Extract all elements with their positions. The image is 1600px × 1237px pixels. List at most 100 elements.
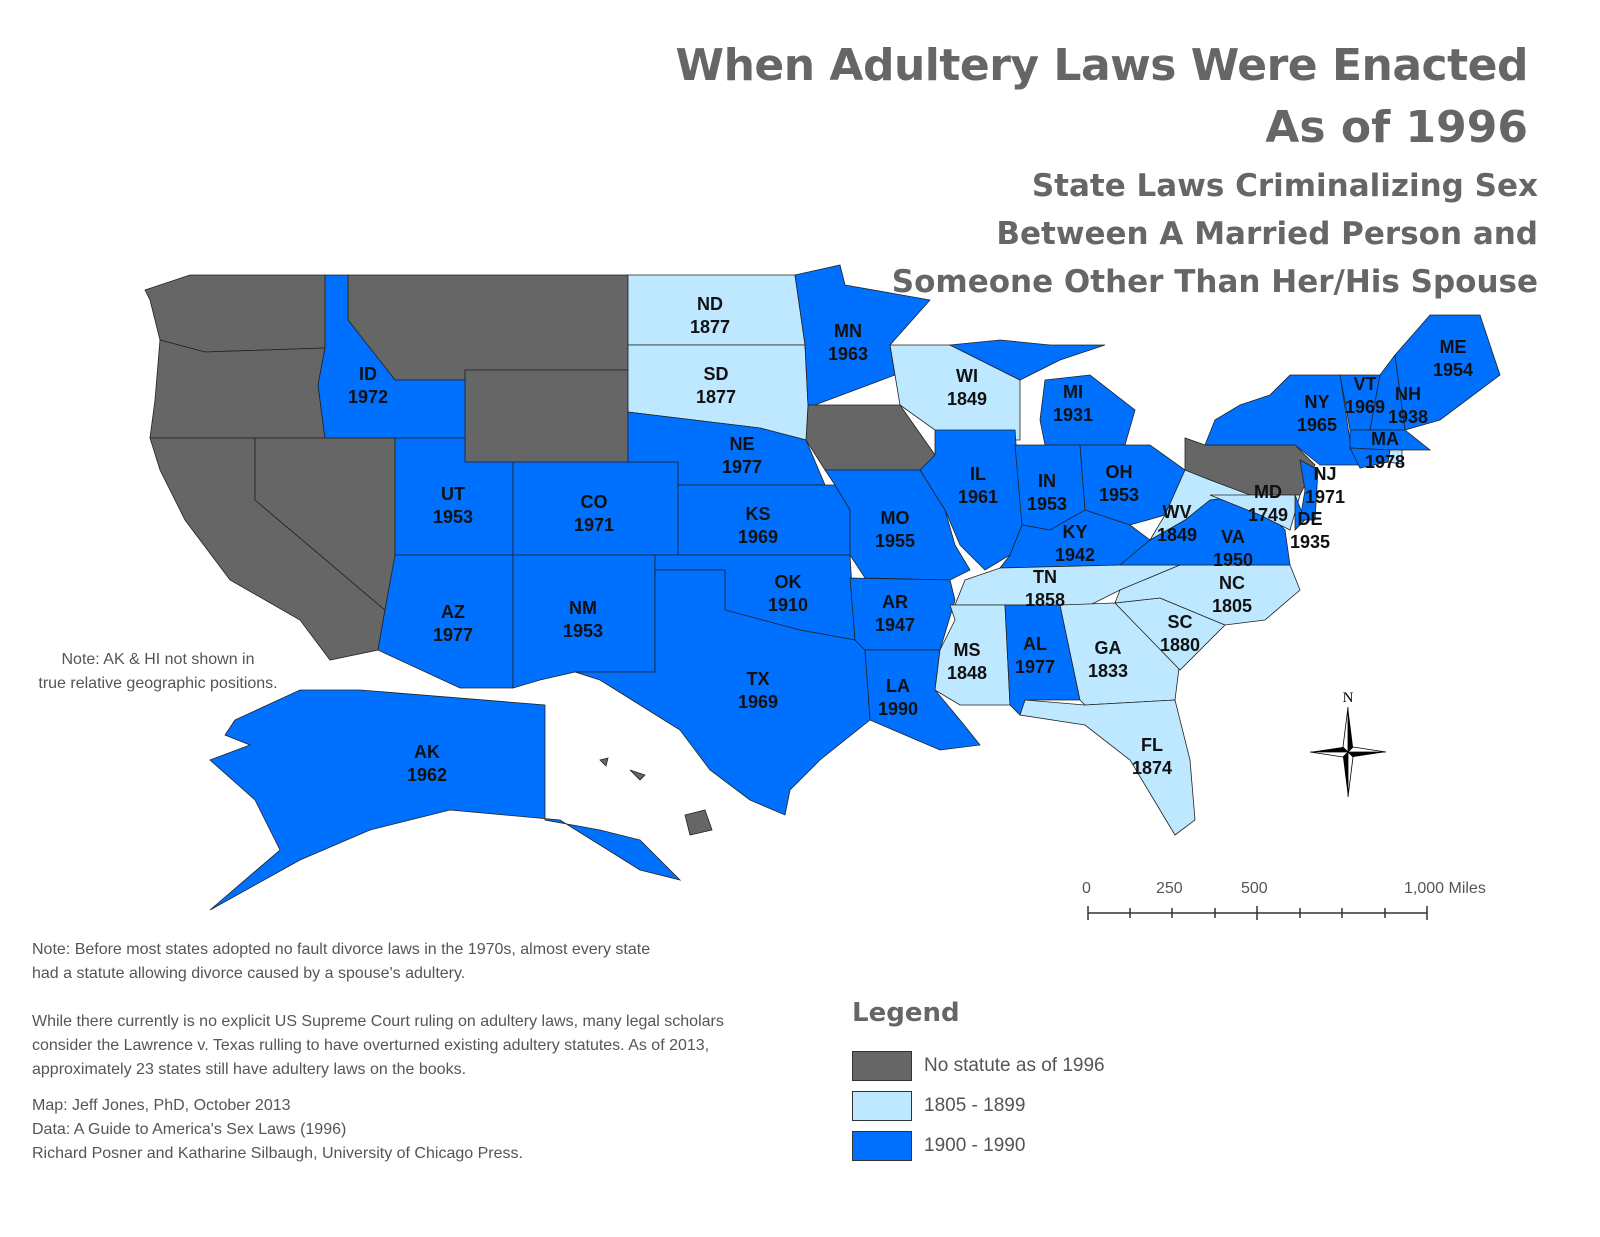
akhi-note: Note: AK & HI not shown in true relative… bbox=[18, 648, 298, 696]
state-code: AR bbox=[882, 592, 908, 612]
legend-item-none: No statute as of 1996 bbox=[852, 1046, 1105, 1086]
scale-bar bbox=[1087, 906, 1428, 920]
state-me bbox=[1394, 314, 1501, 431]
state-code: OK bbox=[775, 572, 802, 592]
state-code: MA bbox=[1371, 429, 1399, 449]
state-code: VT bbox=[1353, 374, 1376, 394]
state-year: 1877 bbox=[690, 317, 730, 337]
legend-swatch bbox=[852, 1091, 912, 1121]
state-year: 1972 bbox=[348, 387, 388, 407]
state-code: WV bbox=[1163, 502, 1192, 522]
subtitle-line: Someone Other Than Her/His Spouse bbox=[891, 264, 1538, 300]
state-label-ky: KY 1942 bbox=[1055, 522, 1095, 565]
map-title-line2: As of 1996 bbox=[1265, 102, 1528, 153]
map-subtitle: State Laws Criminalizing Sex Between A M… bbox=[892, 162, 1538, 306]
state-code: LA bbox=[886, 676, 910, 696]
state-ak bbox=[209, 689, 682, 911]
state-mi bbox=[948, 339, 1106, 381]
state-label-sd: SD 1877 bbox=[696, 364, 736, 407]
state-year: 1969 bbox=[1345, 397, 1385, 417]
state-year: 1910 bbox=[768, 595, 808, 615]
note-line: While there currently is no explicit US … bbox=[32, 1013, 724, 1030]
subtitle-line: State Laws Criminalizing Sex bbox=[1031, 168, 1538, 204]
state-label-wi: WI 1849 bbox=[947, 366, 987, 409]
state-year: 1874 bbox=[1132, 758, 1172, 778]
state-code: ME bbox=[1440, 337, 1467, 357]
state-nj bbox=[1299, 459, 1319, 521]
state-label-mi: MI 1931 bbox=[1053, 382, 1093, 425]
scale-label: 500 bbox=[1241, 880, 1268, 897]
state-year: 1963 bbox=[828, 344, 868, 364]
state-code: IL bbox=[970, 464, 986, 484]
state-code: MN bbox=[834, 321, 862, 341]
state-code: MS bbox=[954, 640, 981, 660]
state-label-ms: MS 1848 bbox=[947, 640, 987, 683]
state-wy bbox=[464, 369, 629, 463]
state-code: ND bbox=[697, 294, 723, 314]
state-label-va: VA 1950 bbox=[1213, 527, 1253, 570]
state-year: 1935 bbox=[1290, 532, 1330, 552]
state-label-nm: NM 1953 bbox=[563, 598, 603, 641]
state-code: NY bbox=[1304, 392, 1329, 412]
state-code: NH bbox=[1395, 384, 1421, 404]
scale-label: 0 bbox=[1082, 880, 1091, 897]
scale-label: 250 bbox=[1156, 880, 1183, 897]
state-ma bbox=[1349, 429, 1432, 451]
state-year: 1950 bbox=[1213, 550, 1253, 570]
state-year: 1833 bbox=[1088, 661, 1128, 681]
credit-line: Richard Posner and Katharine Silbaugh, U… bbox=[32, 1145, 523, 1162]
legend-label: 1805 - 1899 bbox=[924, 1095, 1026, 1116]
state-year: 1877 bbox=[696, 387, 736, 407]
state-year: 1947 bbox=[875, 615, 915, 635]
state-label-nc: NC 1805 bbox=[1212, 573, 1252, 616]
state-year: 1849 bbox=[947, 389, 987, 409]
state-year: 1849 bbox=[1157, 525, 1197, 545]
scale-label: 1,000 Miles bbox=[1404, 880, 1486, 897]
state-code: SD bbox=[703, 364, 728, 384]
compass-north-label: N bbox=[1343, 690, 1354, 706]
state-code: UT bbox=[441, 484, 465, 504]
state-de bbox=[1294, 494, 1306, 531]
state-year: 1990 bbox=[878, 699, 918, 719]
state-code: CO bbox=[581, 492, 608, 512]
state-label-md: MD 1749 bbox=[1248, 482, 1288, 525]
state-year: 1962 bbox=[407, 765, 447, 785]
state-year: 1977 bbox=[722, 457, 762, 477]
divorce-note: Note: Before most states adopted no faul… bbox=[32, 938, 650, 986]
state-wa bbox=[144, 274, 326, 353]
state-year: 1953 bbox=[563, 621, 603, 641]
state-label-in: IN 1953 bbox=[1027, 471, 1067, 514]
state-mt bbox=[347, 274, 629, 381]
state-label-vt: VT 1969 bbox=[1345, 374, 1385, 417]
state-year: 1977 bbox=[433, 625, 473, 645]
state-ri bbox=[1387, 449, 1403, 465]
state-code: ID bbox=[359, 364, 377, 384]
subtitle-line: Between A Married Person and bbox=[996, 216, 1538, 252]
legend-label: No statute as of 1996 bbox=[924, 1055, 1105, 1076]
map-title-line1: When Adultery Laws Were Enacted bbox=[675, 40, 1529, 91]
credits: Map: Jeff Jones, PhD, October 2013 Data:… bbox=[32, 1094, 523, 1166]
lawrence-note: While there currently is no explicit US … bbox=[32, 1010, 724, 1082]
state-label-ny: NY 1965 bbox=[1297, 392, 1337, 435]
note-line: Note: Before most states adopted no faul… bbox=[32, 941, 651, 958]
state-year: 1971 bbox=[1305, 487, 1345, 507]
state-label-wv: WV 1849 bbox=[1157, 502, 1197, 545]
state-year: 1953 bbox=[433, 507, 473, 527]
state-code: GA bbox=[1095, 638, 1122, 658]
state-year: 1978 bbox=[1365, 452, 1405, 472]
state-year: 1969 bbox=[738, 692, 778, 712]
state-label-ne: NE 1977 bbox=[722, 434, 762, 477]
state-year: 1965 bbox=[1297, 415, 1337, 435]
state-code: SC bbox=[1167, 612, 1192, 632]
state-year: 1938 bbox=[1388, 407, 1428, 427]
state-label-de: DE 1935 bbox=[1290, 509, 1330, 552]
state-code: NM bbox=[569, 598, 597, 618]
legend-title: Legend bbox=[852, 998, 960, 1028]
state-label-ga: GA 1833 bbox=[1088, 638, 1128, 681]
state-year: 1955 bbox=[875, 531, 915, 551]
state-label-mo: MO 1955 bbox=[875, 508, 915, 551]
note-line: approximately 23 states still have adult… bbox=[32, 1061, 467, 1078]
credit-line: Data: A Guide to America's Sex Laws (199… bbox=[32, 1121, 347, 1138]
state-year: 1971 bbox=[574, 515, 614, 535]
state-code: TN bbox=[1033, 567, 1057, 587]
